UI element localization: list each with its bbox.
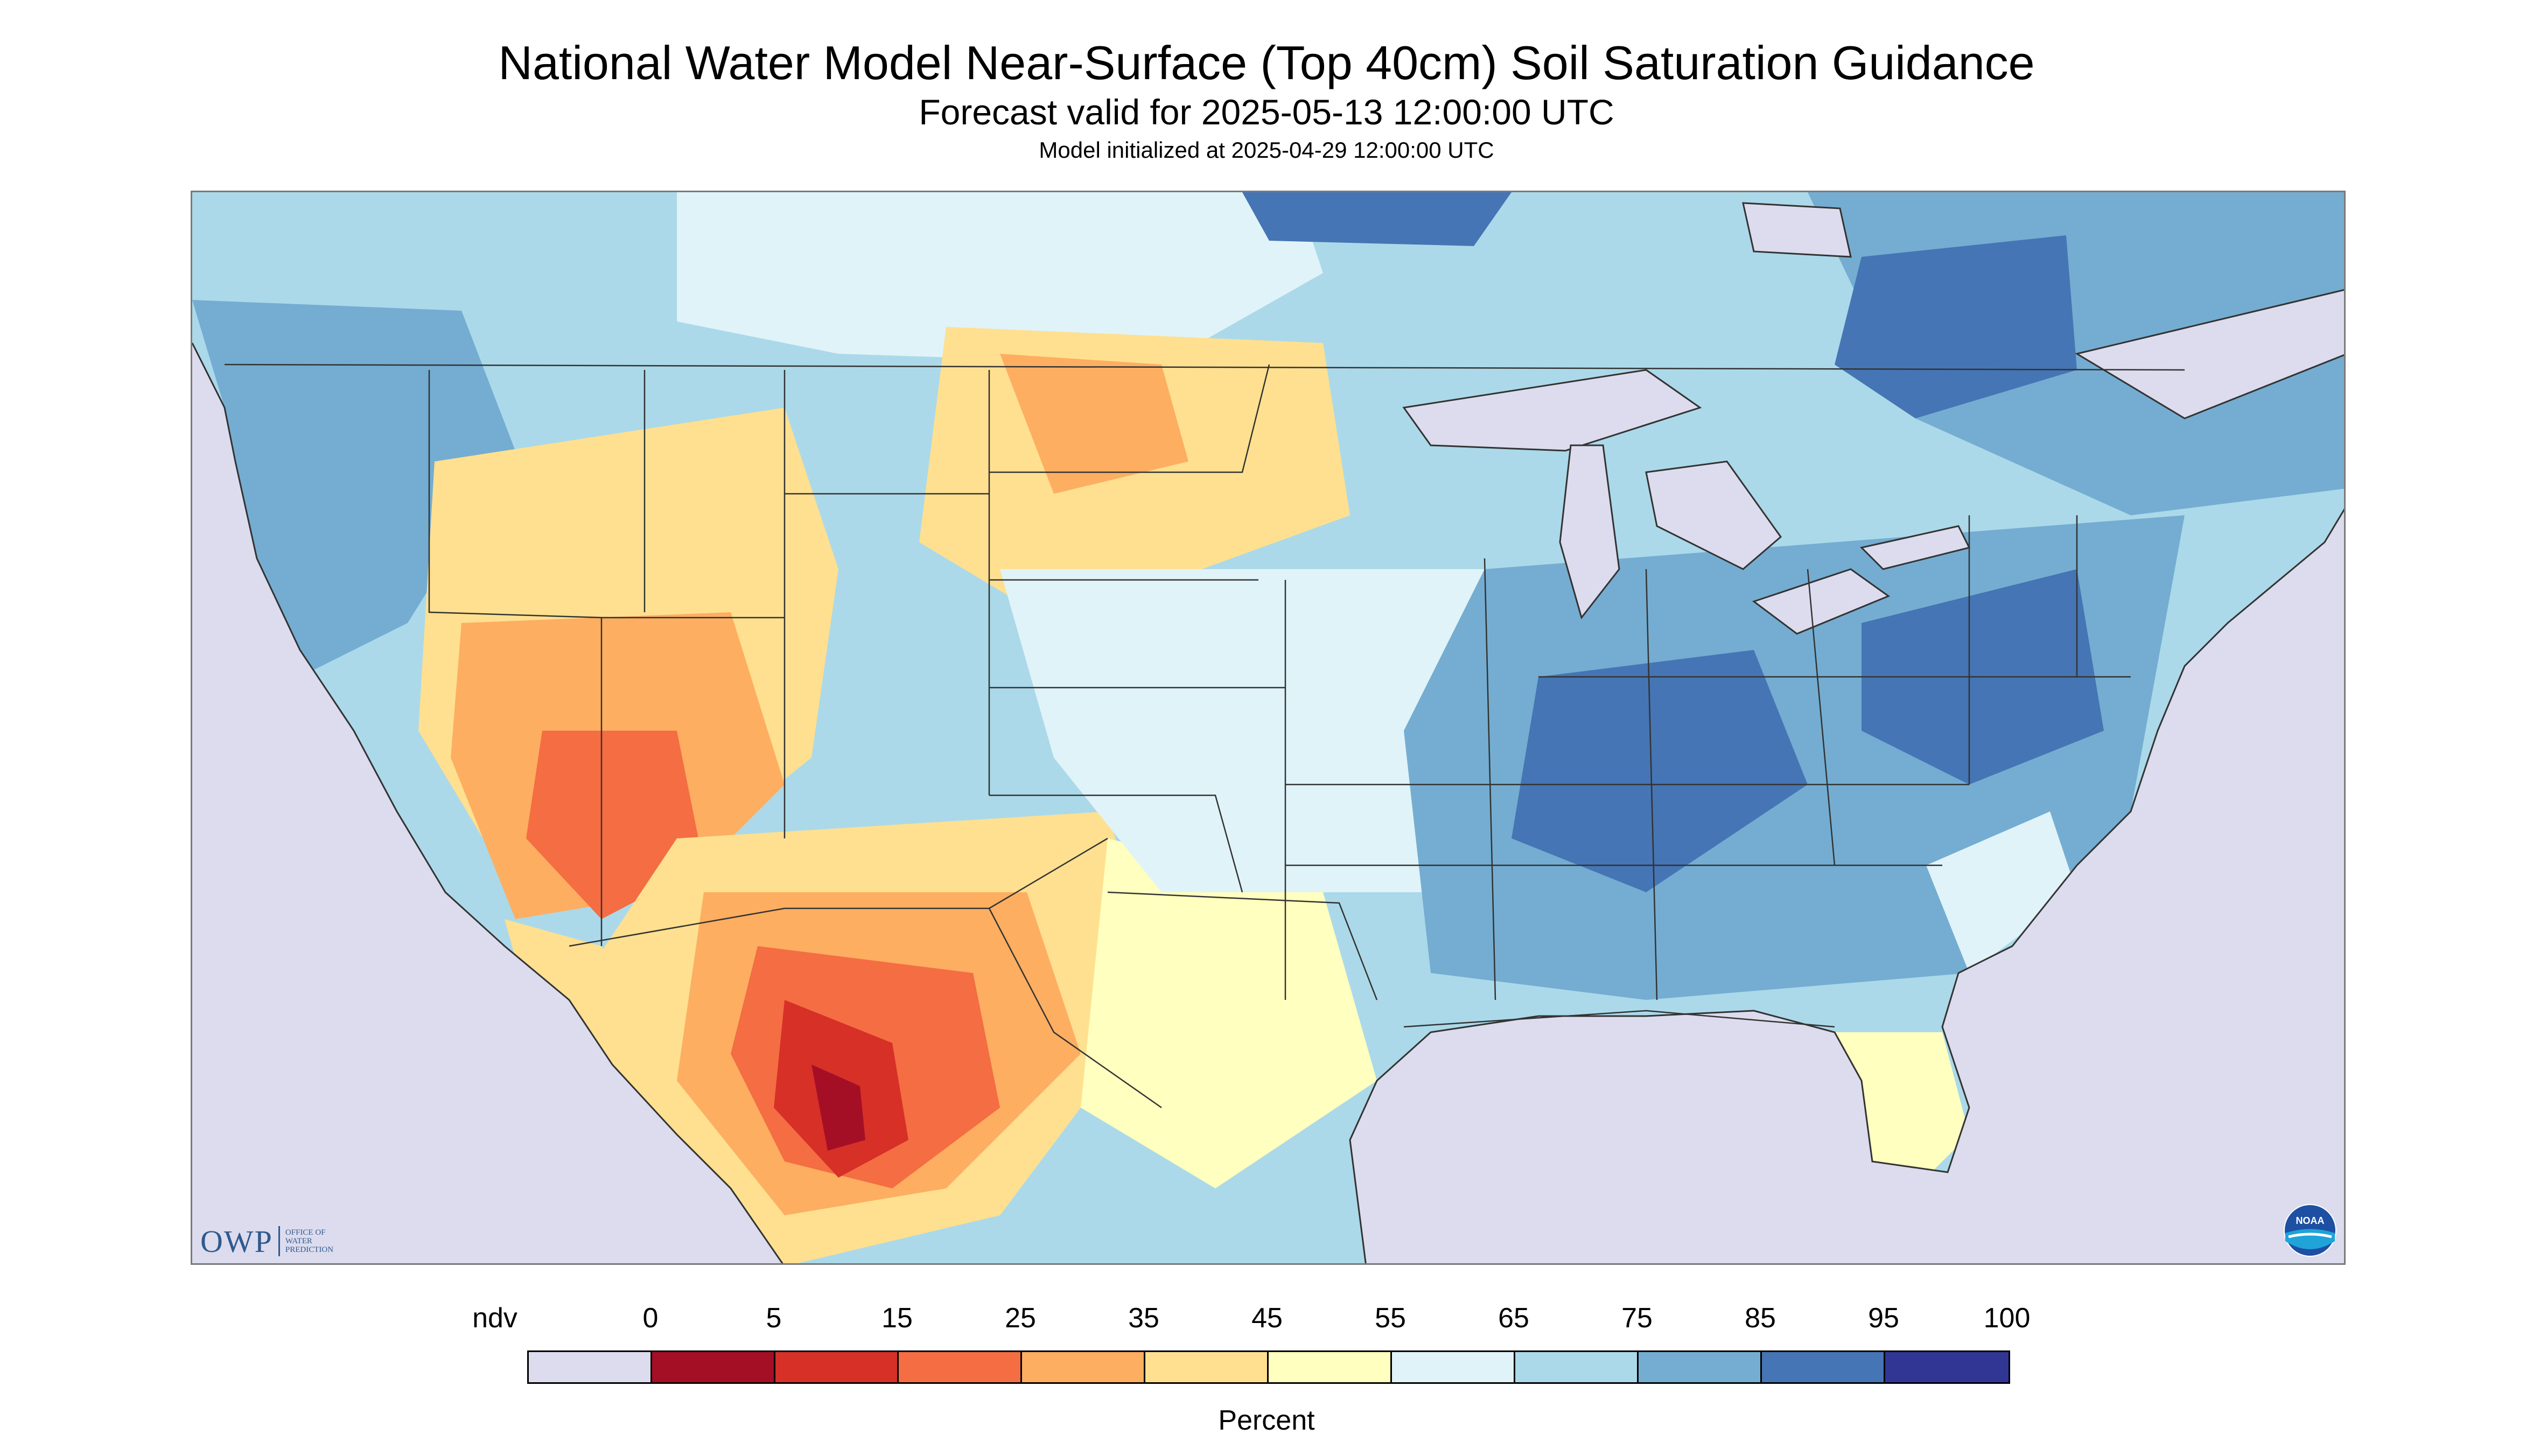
owp-logo: OWP OFFICE OF WATER PREDICTION	[200, 1222, 345, 1260]
colorbar-tick-label: ndv	[472, 1303, 517, 1334]
great-lakes	[1402, 202, 2344, 635]
colorbar-tick-label: 0	[642, 1303, 659, 1334]
atlantic-gulf-coastline	[1349, 508, 2344, 1263]
colorbar-tick-labels: ndv 0 5 15 25 35 45 55 65 75 85 95 100	[0, 1302, 2533, 1340]
colorbar-tick-label: 75	[1621, 1303, 1653, 1334]
colorbar-tick-label: 55	[1375, 1303, 1406, 1334]
colorbar-swatch-45-55	[1269, 1352, 1392, 1382]
colorbar-swatch-15-25	[899, 1352, 1022, 1382]
colorbar-tick-label: 45	[1251, 1303, 1283, 1334]
owp-logo-divider	[278, 1226, 280, 1256]
colorbar-tick-label: 15	[881, 1303, 913, 1334]
colorbar-swatch-ndv	[529, 1352, 652, 1382]
political-boundaries	[224, 363, 2185, 1109]
colorbar-tick-label: 5	[766, 1303, 782, 1334]
colorbar-swatch-55-65	[1392, 1352, 1515, 1382]
noaa-logo: NOAA	[2284, 1204, 2336, 1257]
colorbar-tick-label: 25	[1005, 1303, 1036, 1334]
colorbar-swatch-25-35	[1022, 1352, 1145, 1382]
model-init-line: Model initialized at 2025-04-29 12:00:00…	[1039, 137, 1494, 163]
colorbar-tick-label: 100	[1983, 1303, 2031, 1334]
colorbar-tick-label: 65	[1498, 1303, 1529, 1334]
map-canvas	[192, 192, 2344, 1263]
colorbar-swatch-85-95	[1762, 1352, 1885, 1382]
map-title: National Water Model Near-Surface (Top 4…	[498, 36, 2035, 89]
owp-logo-subtext: OFFICE OF WATER PREDICTION	[285, 1228, 334, 1254]
colorbar-swatch-5-15	[775, 1352, 899, 1382]
colorbar-tick-label: 85	[1745, 1303, 1776, 1334]
colorbar-swatch-35-45	[1145, 1352, 1269, 1382]
noaa-logo-text: NOAA	[2296, 1215, 2325, 1226]
land-field	[192, 192, 2344, 1263]
colorbar-tick-label: 35	[1128, 1303, 1159, 1334]
owp-logo-text: OWP	[200, 1223, 273, 1259]
colorbar-tick-label: 95	[1868, 1303, 1899, 1334]
pacific-coastline	[192, 342, 783, 1263]
colorbar	[527, 1350, 2010, 1384]
colorbar-swatch-95-100	[1885, 1352, 2009, 1382]
colorbar-swatch-65-75	[1515, 1352, 1639, 1382]
colorbar-swatch-75-85	[1639, 1352, 1762, 1382]
colorbar-swatch-0-5	[652, 1352, 775, 1382]
soil-saturation-map	[191, 191, 2346, 1265]
colorbar-title: Percent	[1218, 1405, 1315, 1436]
forecast-valid-line: Forecast valid for 2025-05-13 12:00:00 U…	[919, 92, 1614, 132]
